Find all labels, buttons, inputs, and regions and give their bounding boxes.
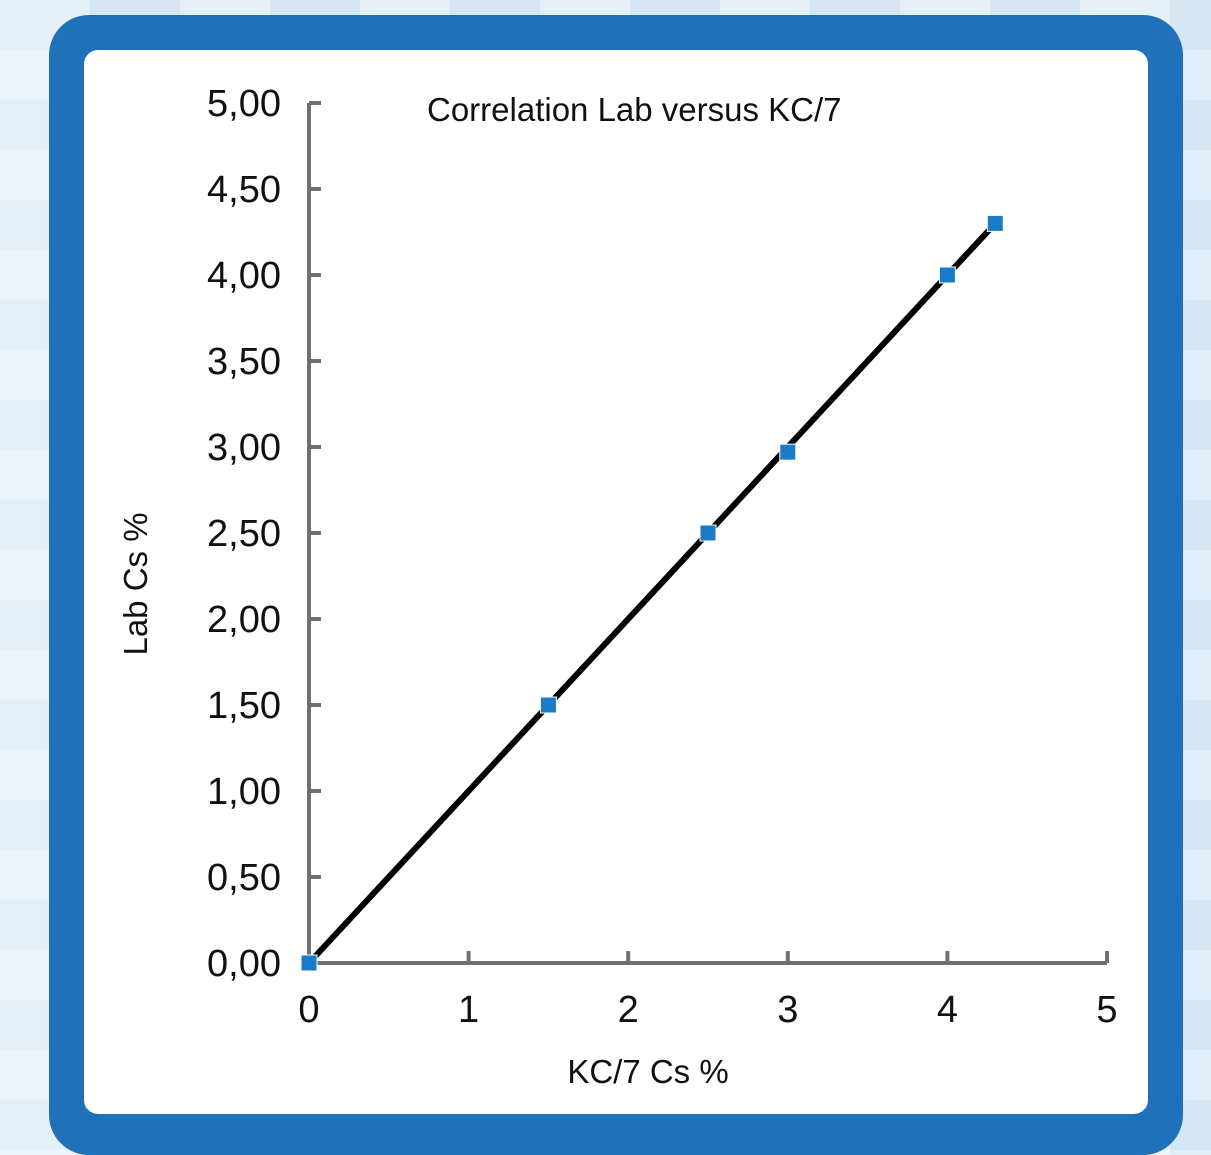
x-tick-label: 3: [777, 989, 798, 1031]
y-tick-label: 0,50: [207, 857, 281, 899]
data-point: [539, 696, 557, 714]
y-tick-label: 2,00: [207, 599, 281, 641]
y-tick-label: 4,00: [207, 255, 281, 297]
y-tick-label: 3,50: [207, 341, 281, 383]
x-axis-ticks: 0 1 2 3 4 5: [298, 951, 1118, 1031]
data-point: [938, 266, 956, 284]
x-tick-label: 2: [618, 989, 639, 1031]
trendline-layer: [306, 220, 999, 966]
x-axis-title: KC/7 Cs %: [567, 1053, 728, 1090]
y-tick-label: 4,50: [207, 169, 281, 211]
y-axis-title: Lab Cs %: [117, 512, 154, 655]
data-points: [300, 214, 1004, 972]
x-tick-label: 1: [458, 989, 479, 1031]
y-tick-label: 1,50: [207, 685, 281, 727]
trendline: [306, 220, 999, 966]
data-point: [699, 524, 717, 542]
data-point: [300, 954, 318, 972]
chart-panel: 0,00 0,50 1,00 1,50 2,00 2,50 3,00 3,50 4,00 4,50…: [84, 50, 1148, 1114]
x-tick-label: 4: [937, 989, 958, 1031]
y-tick-label: 5,00: [207, 83, 281, 125]
chart-frame: 0,00 0,50 1,00 1,50 2,00 2,50 3,00 3,50 4,00 4,50…: [49, 15, 1183, 1155]
y-tick-label: 0,00: [207, 943, 281, 985]
y-tick-label: 1,00: [207, 771, 281, 813]
y-axis-ticks: 0,00 0,50 1,00 1,50 2,00 2,50 3,00 3,50 4,00 4,50…: [207, 83, 321, 985]
y-tick-label: 3,00: [207, 427, 281, 469]
data-point: [986, 214, 1004, 232]
x-tick-label: 5: [1096, 989, 1117, 1031]
chart-title: Correlation Lab versus KC/7: [427, 91, 842, 128]
data-point: [779, 443, 797, 461]
y-tick-label: 2,50: [207, 513, 281, 555]
x-tick-label: 0: [298, 989, 319, 1031]
